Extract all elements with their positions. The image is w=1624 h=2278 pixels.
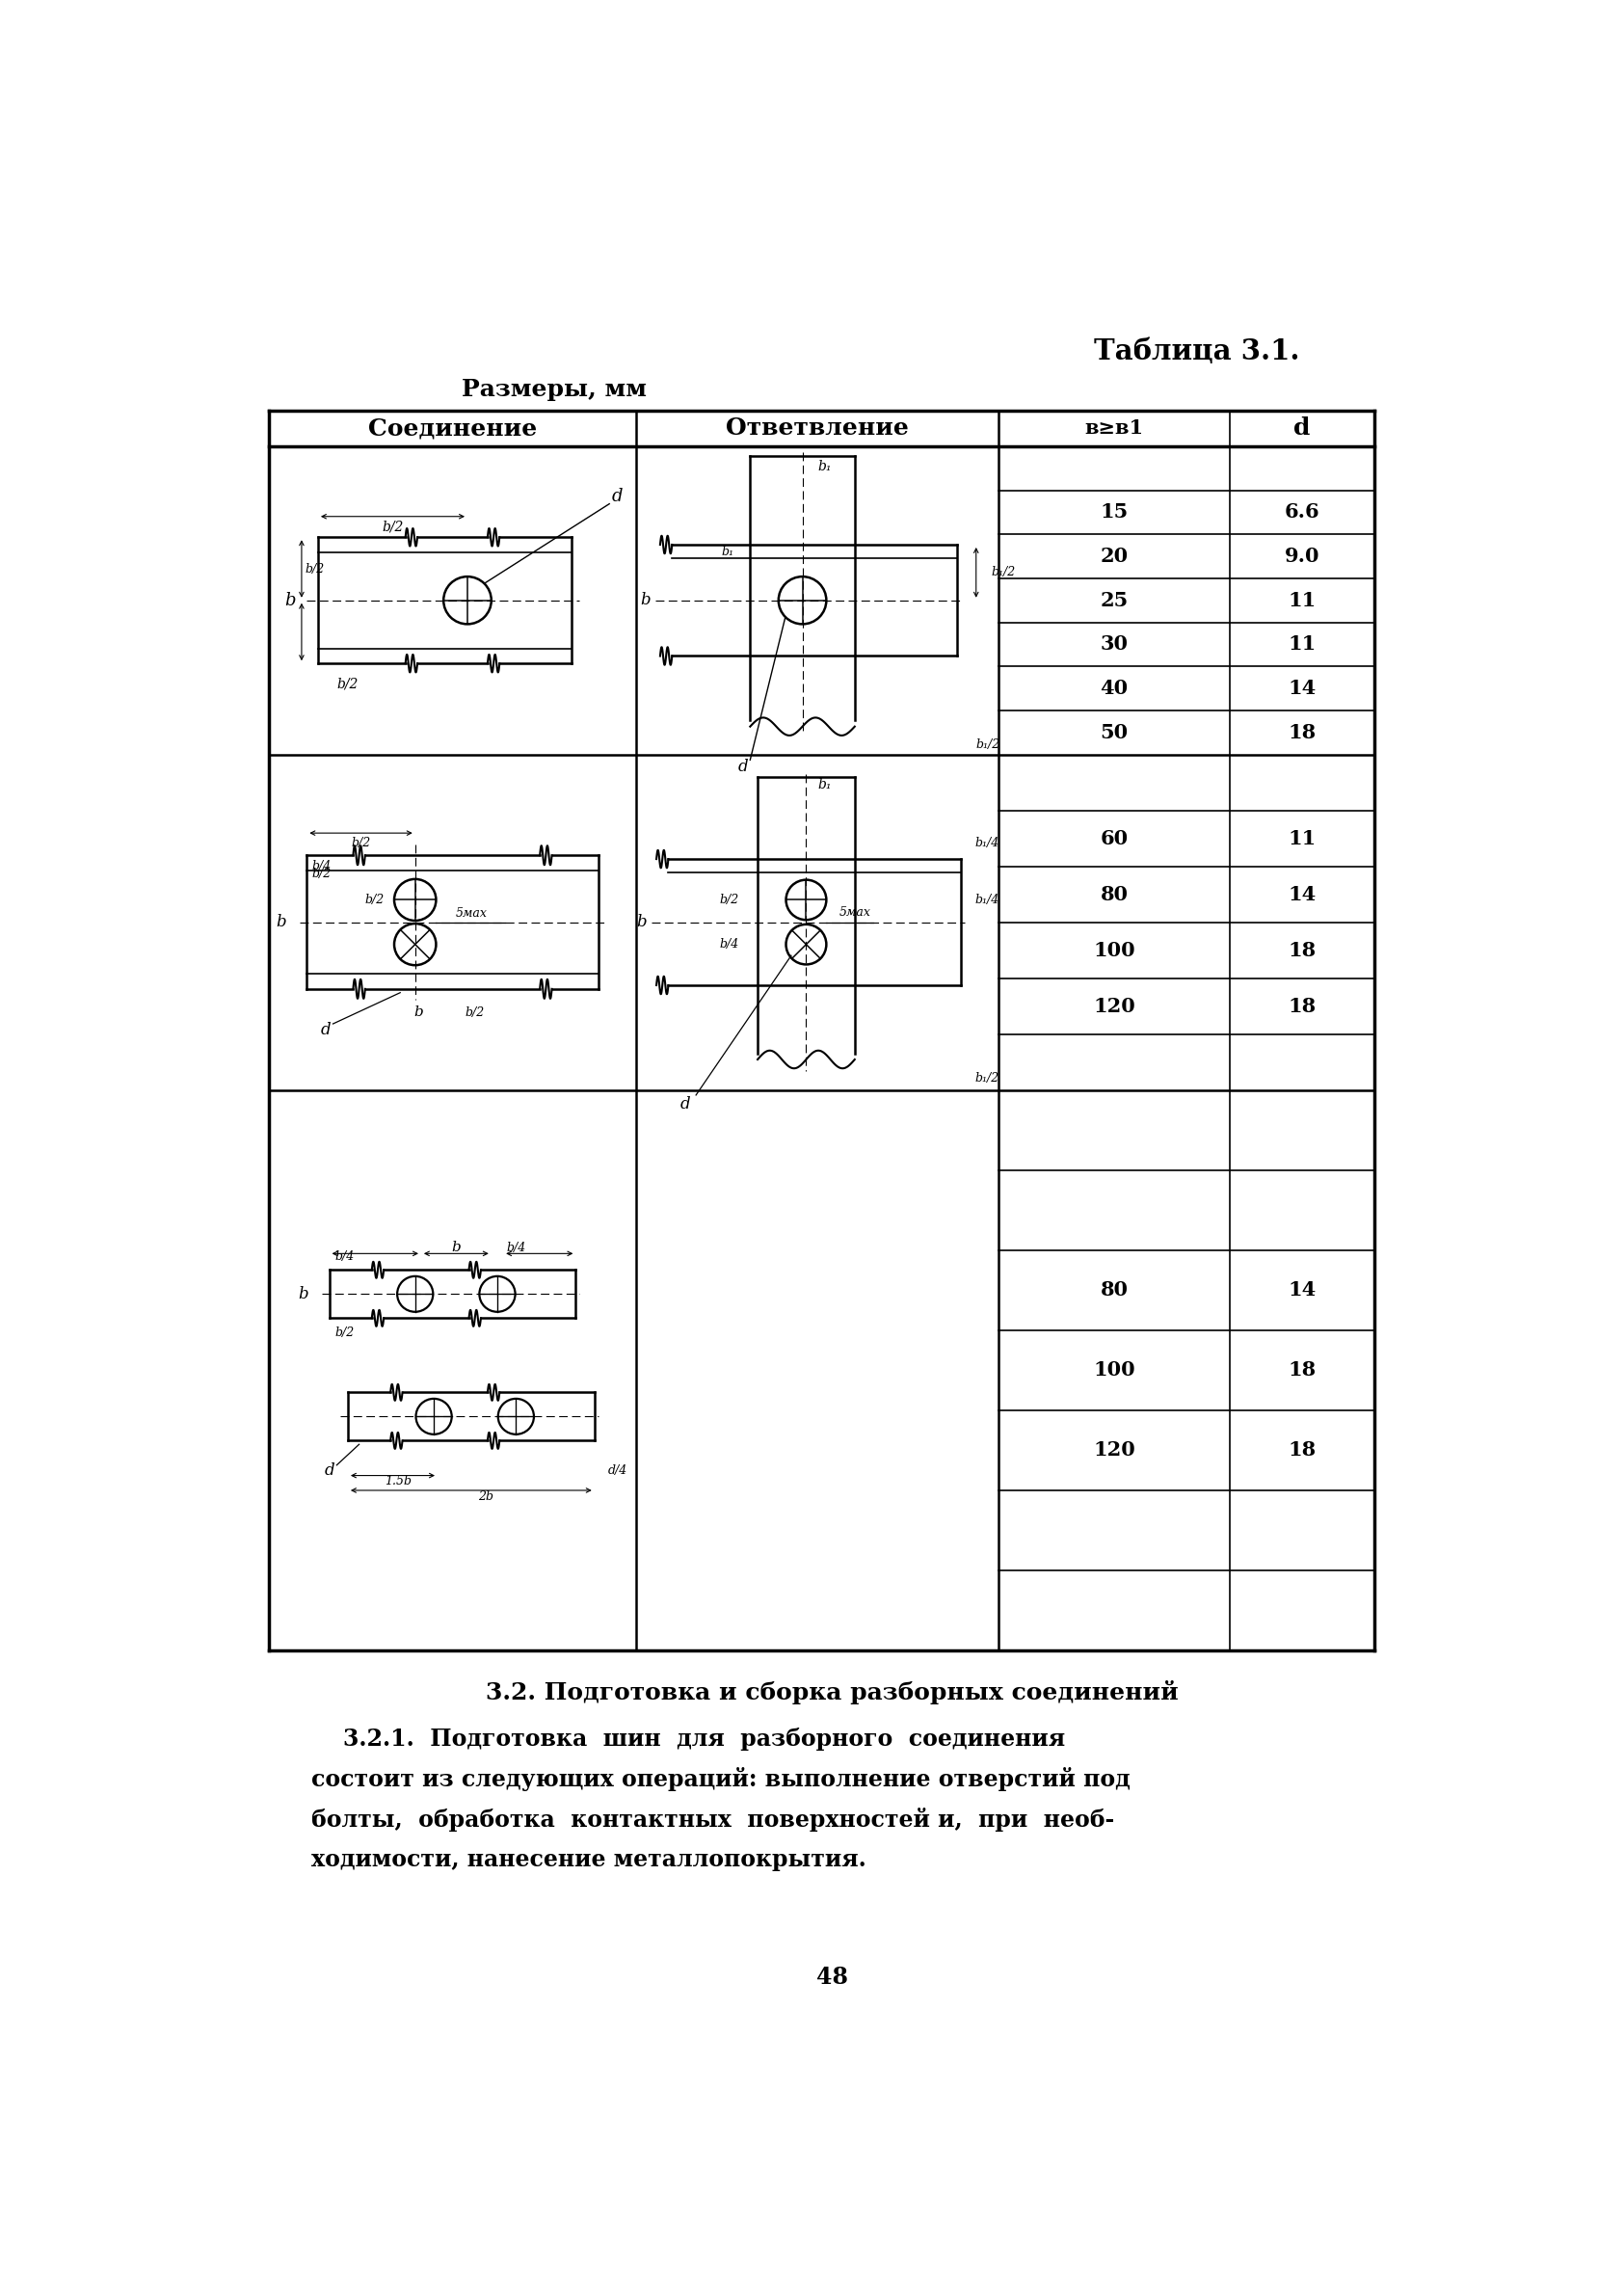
Text: 3.2. Подготовка и сборка разборных соединений: 3.2. Подготовка и сборка разборных соеди… bbox=[486, 1681, 1179, 1704]
Text: 80: 80 bbox=[1101, 884, 1129, 904]
Text: d: d bbox=[737, 759, 747, 775]
Text: b₁/2: b₁/2 bbox=[992, 567, 1017, 579]
Text: 5мax: 5мax bbox=[840, 907, 870, 918]
Text: b₁: b₁ bbox=[818, 779, 831, 790]
Text: b/2: b/2 bbox=[719, 893, 739, 907]
Text: b/2: b/2 bbox=[305, 563, 325, 574]
Text: b/2: b/2 bbox=[338, 677, 359, 690]
Text: 18: 18 bbox=[1288, 995, 1315, 1016]
Text: 9.0: 9.0 bbox=[1285, 547, 1320, 565]
Text: b/4: b/4 bbox=[335, 1251, 354, 1262]
Text: 11: 11 bbox=[1288, 590, 1315, 611]
Text: 3.2.1.  Подготовка  шин  для  разборного  соединения: 3.2.1. Подготовка шин для разборного сое… bbox=[312, 1727, 1065, 1752]
Text: 120: 120 bbox=[1093, 995, 1135, 1016]
Text: 6.6: 6.6 bbox=[1285, 503, 1320, 522]
Text: Размеры, мм: Размеры, мм bbox=[461, 378, 646, 401]
Text: 1.5b: 1.5b bbox=[385, 1476, 412, 1488]
Text: b: b bbox=[284, 592, 296, 608]
Text: 2b: 2b bbox=[479, 1490, 494, 1503]
Text: 20: 20 bbox=[1099, 547, 1129, 565]
Text: 40: 40 bbox=[1099, 679, 1129, 697]
Text: d: d bbox=[1294, 417, 1311, 440]
Text: 18: 18 bbox=[1288, 941, 1315, 959]
Text: 100: 100 bbox=[1093, 1360, 1135, 1380]
Text: b/2: b/2 bbox=[364, 893, 383, 907]
Text: b/2: b/2 bbox=[464, 1007, 484, 1018]
Text: болты,  обработка  контактных  поверхностей и,  при  необ-: болты, обработка контактных поверхностей… bbox=[312, 1806, 1114, 1832]
Text: b: b bbox=[297, 1285, 309, 1303]
Text: 11: 11 bbox=[1288, 636, 1315, 654]
Text: 120: 120 bbox=[1093, 1440, 1135, 1460]
Text: b: b bbox=[451, 1242, 461, 1255]
Text: 80: 80 bbox=[1101, 1280, 1129, 1301]
Text: 18: 18 bbox=[1288, 1440, 1315, 1460]
Text: b₁: b₁ bbox=[721, 547, 734, 558]
Text: d/4: d/4 bbox=[607, 1465, 627, 1476]
Text: 50: 50 bbox=[1099, 722, 1129, 743]
Text: b: b bbox=[640, 592, 650, 608]
Text: b/4: b/4 bbox=[507, 1242, 526, 1253]
Text: 60: 60 bbox=[1099, 829, 1129, 847]
Text: b/4: b/4 bbox=[719, 939, 739, 950]
Text: 18: 18 bbox=[1288, 722, 1315, 743]
Text: b₁: b₁ bbox=[818, 460, 831, 474]
Text: b: b bbox=[276, 913, 286, 929]
Text: d: d bbox=[611, 487, 622, 506]
Text: 14: 14 bbox=[1288, 1280, 1315, 1301]
Text: 15: 15 bbox=[1099, 503, 1129, 522]
Text: b₁/2: b₁/2 bbox=[974, 1071, 999, 1084]
Text: b/2: b/2 bbox=[351, 838, 370, 850]
Text: b₁/4: b₁/4 bbox=[974, 836, 999, 850]
Text: 14: 14 bbox=[1288, 679, 1315, 697]
Text: b/2: b/2 bbox=[335, 1326, 354, 1339]
Text: 100: 100 bbox=[1093, 941, 1135, 959]
Text: Ответвление: Ответвление bbox=[726, 417, 909, 440]
Text: 5мax: 5мax bbox=[455, 907, 487, 920]
Text: 18: 18 bbox=[1288, 1360, 1315, 1380]
Text: b/2: b/2 bbox=[312, 868, 331, 879]
Text: 25: 25 bbox=[1099, 590, 1129, 611]
Text: состоит из следующих операций: выполнение отверстий под: состоит из следующих операций: выполнени… bbox=[312, 1768, 1130, 1791]
Text: 30: 30 bbox=[1101, 636, 1129, 654]
Text: Таблица 3.1.: Таблица 3.1. bbox=[1093, 337, 1299, 364]
Text: d: d bbox=[680, 1096, 690, 1112]
Text: b: b bbox=[414, 1007, 424, 1021]
Text: 48: 48 bbox=[817, 1966, 848, 1989]
Text: b₁/4: b₁/4 bbox=[974, 893, 999, 907]
Text: в≥в1: в≥в1 bbox=[1085, 419, 1143, 437]
Text: ходимости, нанесение металлопокрытия.: ходимости, нанесение металлопокрытия. bbox=[312, 1847, 866, 1870]
Text: 14: 14 bbox=[1288, 884, 1315, 904]
Text: Соединение: Соединение bbox=[369, 417, 538, 440]
Text: b₁/2: b₁/2 bbox=[976, 738, 1000, 752]
Text: b/2: b/2 bbox=[382, 519, 403, 533]
Text: d: d bbox=[320, 1021, 331, 1039]
Text: 11: 11 bbox=[1288, 829, 1315, 847]
Text: d: d bbox=[325, 1462, 335, 1478]
Text: b: b bbox=[637, 913, 646, 929]
Text: b/4: b/4 bbox=[312, 861, 331, 872]
